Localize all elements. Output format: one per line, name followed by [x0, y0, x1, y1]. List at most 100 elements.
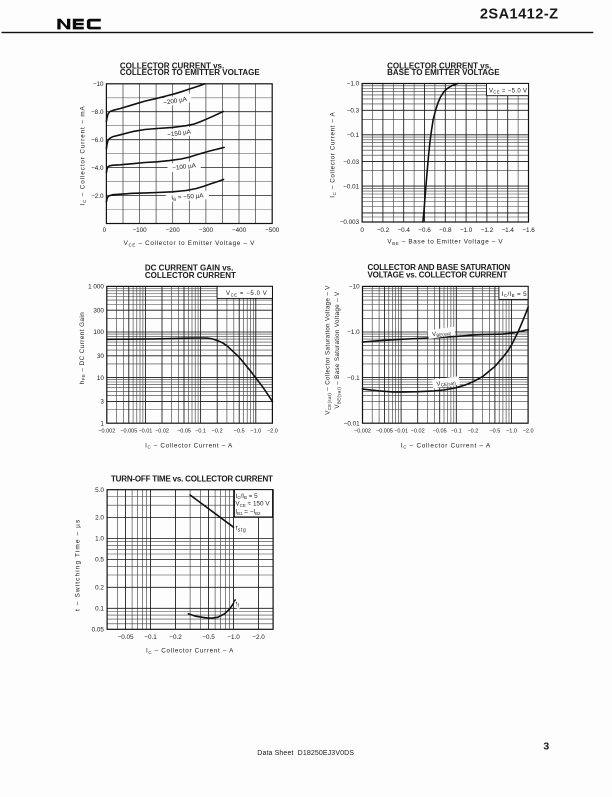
svg-text:IC – Collector Current – mA: IC – Collector Current – mA [80, 105, 87, 205]
svg-text:−0.4: −0.4 [397, 227, 410, 234]
svg-text:0.5: 0.5 [95, 557, 104, 564]
svg-text:−10: −10 [93, 81, 104, 88]
svg-text:t – Switching Time – µs: t – Switching Time – µs [74, 519, 81, 611]
svg-text:−0.01: −0.01 [343, 183, 359, 190]
svg-text:3: 3 [543, 741, 549, 753]
svg-text:−0.01: −0.01 [394, 429, 408, 435]
svg-text:VCE = −5.0 V: VCE = −5.0 V [489, 88, 527, 94]
svg-text:3: 3 [100, 399, 104, 406]
svg-text:TURN-OFF TIME vs. COLLECTOR CU: TURN-OFF TIME vs. COLLECTOR CURRENT [111, 475, 273, 484]
svg-text:300: 300 [93, 307, 104, 314]
svg-text:−200: −200 [166, 227, 181, 234]
svg-text:0: 0 [103, 227, 107, 234]
svg-text:IC/IB = 5: IC/IB = 5 [236, 493, 259, 500]
svg-text:−2.0: −2.0 [523, 429, 534, 435]
svg-text:−0.1: −0.1 [195, 429, 206, 435]
svg-text:VCE(sat): VCE(sat) [436, 378, 457, 388]
svg-text:−0.01: −0.01 [344, 420, 360, 427]
svg-text:VCE(sat) – Collector Saturatio: VCE(sat) – Collector Saturation Voltage … [325, 285, 332, 415]
svg-text:DC CURRENT GAIN vs.: DC CURRENT GAIN vs. [145, 264, 233, 273]
svg-text:−1.0: −1.0 [460, 227, 473, 234]
svg-text:10: 10 [97, 375, 105, 382]
svg-text:BASE TO EMITTER VOLTAGE: BASE TO EMITTER VOLTAGE [387, 68, 500, 77]
svg-text:−0.05: −0.05 [118, 634, 134, 641]
svg-text:−150 µA: −150 µA [167, 128, 192, 138]
svg-text:−0.1: −0.1 [347, 132, 360, 139]
svg-text:−1.2: −1.2 [481, 227, 494, 234]
svg-text:2.0: 2.0 [95, 515, 104, 522]
svg-text:VBE – Base to Emitter Voltage: VBE – Base to Emitter Voltage – V [387, 239, 503, 246]
svg-text:COLLECTOR CURRENT: COLLECTOR CURRENT [145, 271, 236, 280]
svg-text:−1.0: −1.0 [506, 429, 517, 435]
svg-text:−6.0: −6.0 [91, 137, 104, 144]
svg-text:0.05: 0.05 [92, 627, 105, 634]
svg-text:−10: −10 [349, 284, 360, 291]
svg-text:−0.01: −0.01 [138, 429, 152, 435]
svg-text:COLLECTOR CURRENT vs.: COLLECTOR CURRENT vs. [120, 61, 224, 70]
svg-text:−0.05: −0.05 [433, 429, 447, 435]
svg-text:−0.3: −0.3 [347, 108, 360, 115]
svg-text:−400: −400 [232, 227, 247, 234]
svg-text:COLLECTOR AND BASE SATURATION: COLLECTOR AND BASE SATURATION [368, 263, 511, 272]
svg-text:−100: −100 [133, 227, 148, 234]
svg-text:1 000: 1 000 [88, 284, 104, 291]
svg-text:−1.0: −1.0 [347, 81, 360, 88]
svg-text:0.2: 0.2 [95, 585, 104, 592]
svg-text:−500: −500 [265, 227, 280, 234]
svg-text:−2.0: −2.0 [252, 634, 265, 641]
svg-text:−0.05: −0.05 [177, 429, 191, 435]
svg-text:−0.2: −0.2 [467, 429, 478, 435]
svg-text:tf: tf [236, 599, 240, 609]
svg-text:−0.6: −0.6 [418, 227, 431, 234]
svg-text:−4.0: −4.0 [91, 165, 104, 172]
svg-text:−2.0: −2.0 [267, 429, 278, 435]
svg-text:COLLECTOR CURRENT vs.: COLLECTOR CURRENT vs. [387, 61, 491, 70]
svg-text:−1.4: −1.4 [501, 227, 514, 234]
svg-text:−0.03: −0.03 [343, 159, 359, 166]
svg-text:−0.5: −0.5 [202, 634, 215, 641]
svg-text:−0.5: −0.5 [489, 429, 500, 435]
svg-text:IB1 = −IB2: IB1 = −IB2 [235, 509, 261, 516]
svg-text:100: 100 [93, 329, 104, 336]
svg-text:−0.002: −0.002 [354, 429, 371, 435]
svg-text:IC – Collector Current – A: IC – Collector Current – A [401, 442, 491, 449]
svg-text:−1.6: −1.6 [522, 227, 535, 234]
svg-text:−300: −300 [199, 227, 214, 234]
svg-text:−0.5: −0.5 [234, 429, 245, 435]
svg-text:VOLTAGE vs. COLLECTOR CURRENT: VOLTAGE vs. COLLECTOR CURRENT [368, 270, 508, 279]
svg-text:−0.1: −0.1 [347, 375, 360, 382]
svg-text:IC – Collector Current – A: IC – Collector Current – A [146, 648, 234, 655]
svg-text:−0.2: −0.2 [169, 634, 182, 641]
svg-text:0.1: 0.1 [95, 606, 104, 613]
svg-text:−0.1: −0.1 [451, 429, 462, 435]
svg-text:−1.0: −1.0 [227, 634, 240, 641]
svg-text:−1.0: −1.0 [347, 329, 360, 336]
svg-text:VBE(sat) – Base Saturation Vol: VBE(sat) – Base Saturation Voltage – V [334, 291, 341, 409]
svg-text:−200 µA: −200 µA [163, 96, 188, 107]
svg-text:−0.002: −0.002 [98, 429, 115, 435]
svg-text:−0.02: −0.02 [411, 429, 425, 435]
svg-text:IB = −50 µA: IB = −50 µA [171, 192, 204, 202]
svg-text:−0.005: −0.005 [120, 429, 137, 435]
svg-text:VCE = −5.0 V: VCE = −5.0 V [226, 291, 267, 297]
svg-text:30: 30 [97, 353, 105, 360]
svg-text:0: 0 [360, 227, 364, 234]
svg-text:IC/IB = 5: IC/IB = 5 [502, 291, 527, 298]
svg-text:VCE ≈ 150 V: VCE ≈ 150 V [235, 501, 270, 508]
svg-text:VBE(sat): VBE(sat) [432, 329, 452, 339]
svg-text:−100 µA: −100 µA [172, 162, 197, 172]
svg-text:COLLECTOR TO EMITTER VOLTAGE: COLLECTOR TO EMITTER VOLTAGE [120, 68, 261, 77]
svg-text:−0.02: −0.02 [155, 429, 169, 435]
svg-text:−0.1: −0.1 [144, 634, 157, 641]
svg-text:−2.0: −2.0 [91, 193, 104, 200]
svg-text:Data Sheet D18250EJ3V0DS: Data Sheet D18250EJ3V0DS [257, 750, 354, 757]
svg-text:hFE – DC Current Gain: hFE – DC Current Gain [79, 312, 86, 385]
svg-text:−0.2: −0.2 [377, 227, 390, 234]
svg-text:−0.005: −0.005 [376, 429, 393, 435]
svg-text:1: 1 [100, 420, 104, 427]
svg-text:2SA1412-Z: 2SA1412-Z [480, 7, 559, 23]
svg-text:−8.0: −8.0 [91, 109, 104, 116]
svg-text:−1.0: −1.0 [250, 429, 261, 435]
svg-text:5.0: 5.0 [95, 487, 104, 494]
svg-text:IC – Collector Current – A: IC – Collector Current – A [145, 442, 233, 449]
